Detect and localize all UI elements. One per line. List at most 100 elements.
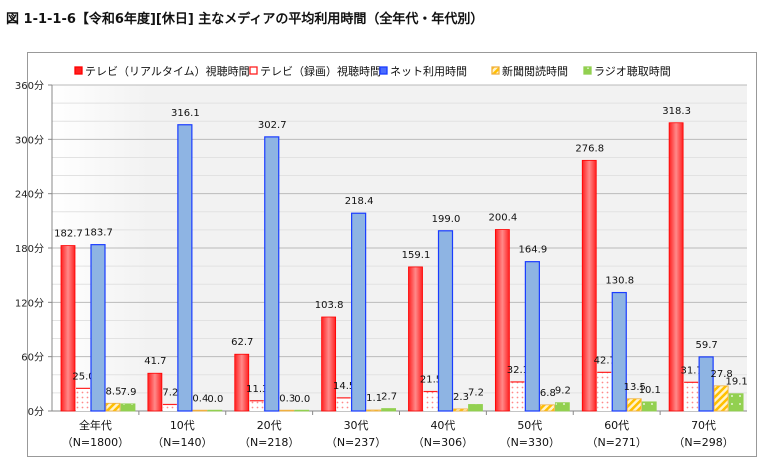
bar [90,244,106,412]
bar [597,372,612,411]
data-label: 276.8 [575,143,604,154]
x-tick-label: 60代 [604,419,629,432]
y-tick-label: 300分 [15,134,44,146]
legend-swatch [583,66,592,75]
data-label: 9.2 [555,386,571,397]
x-tick-sublabel: （N=271） [586,436,646,449]
data-label: 2.3 [453,392,469,403]
x-tick-sublabel: （N=330） [500,436,560,449]
x-tick-sublabel: （N=306） [413,436,473,449]
x-tick-sublabel: （N=1800） [62,436,129,449]
legend-label: テレビ（録画）視聴時間 [260,64,381,78]
data-label: 7.2 [162,387,178,398]
y-tick-label: 60分 [21,352,44,364]
data-label: 0.0 [207,394,223,405]
data-label: 19.1 [725,377,747,388]
data-label: 42.7 [594,355,616,366]
chart-title: 図 1-1-1-6【令和6年度][休日] 主なメディアの平均利用時間（全年代・年… [6,12,484,27]
y-tick-label: 0分 [28,406,44,418]
bar [120,403,136,412]
bar [626,398,642,412]
bar [453,408,468,412]
data-label: 27.8 [710,369,732,380]
bar [524,261,540,412]
bar [177,124,193,412]
data-label: 13.5 [624,382,646,393]
data-label: 318.3 [662,106,691,117]
data-label: 159.1 [402,250,431,261]
bar [554,402,570,412]
x-tick-sublabel: （N=218） [239,436,299,449]
data-label: 182.7 [54,229,83,240]
bar [684,382,699,411]
legend-swatch [74,66,83,75]
bar [60,245,76,412]
x-tick-label: 70代 [691,419,716,432]
legend-label: 新聞閲読時間 [502,64,568,78]
legend-label: ネット利用時間 [390,65,467,78]
data-label: 316.1 [171,108,200,119]
data-label: 25.0 [72,371,94,382]
data-label: 14.5 [333,381,355,392]
bar [581,159,597,412]
bar [264,136,280,412]
data-label: 6.8 [540,388,556,399]
bar [249,400,264,411]
x-tick-sublabel: （N=140） [152,436,212,449]
data-label: 0.0 [294,394,310,405]
x-tick-label: 10代 [170,419,195,432]
data-label: 10.1 [639,385,661,396]
bar [408,266,423,412]
bar [294,409,310,412]
y-tick-label: 360分 [15,80,44,92]
y-tick-label: 120分 [15,297,44,309]
x-tick-label: 40代 [430,419,455,432]
bar [207,409,223,412]
legend: テレビ（リアルタイム）視聴時間 テレビ（録画）視聴時間 ネット利用時間 新聞閲読時間 ラ… [74,64,671,78]
bar [381,408,397,412]
bar [76,388,90,411]
data-label: 21.5 [420,375,442,386]
data-label: 302.7 [258,120,287,131]
bar [351,212,367,412]
data-label: 183.7 [84,228,113,239]
bar [336,397,351,411]
x-tick-label: 全年代 [79,418,112,432]
data-label: 7.9 [121,387,137,398]
data-label: 11.3 [246,384,268,395]
legend-label: ラジオ聴取時間 [594,65,671,78]
data-label: 59.7 [695,340,717,351]
bar [279,409,295,412]
legend-swatch [249,66,258,75]
x-tick-label: 50代 [517,419,542,432]
bar [105,402,121,412]
data-label: 103.8 [315,300,344,311]
data-label: 62.7 [231,337,253,348]
x-tick-label: 30代 [344,419,369,432]
y-tick-label: 240分 [15,189,44,201]
legend-swatch [491,66,500,75]
legend-swatch [379,66,388,75]
bar [423,391,438,411]
chart-frame [27,52,757,457]
data-label: 0.4 [192,394,208,405]
x-tick-label: 20代 [257,419,282,432]
data-label: 8.5 [106,386,122,397]
data-label: 41.7 [144,356,166,367]
bar [192,409,208,412]
bar [539,404,555,412]
bar [162,404,177,411]
data-label: 2.7 [381,392,397,403]
legend-label: テレビ（リアルタイム）視聴時間 [85,64,250,78]
data-label: 7.2 [468,387,484,398]
data-label: 31.7 [680,365,702,376]
bar [234,353,250,412]
bar [147,372,163,412]
bar [713,385,729,412]
data-label: 218.4 [345,196,374,207]
bar [468,404,483,412]
bar [698,356,714,412]
data-label: 130.8 [605,276,634,287]
bar [728,393,744,412]
